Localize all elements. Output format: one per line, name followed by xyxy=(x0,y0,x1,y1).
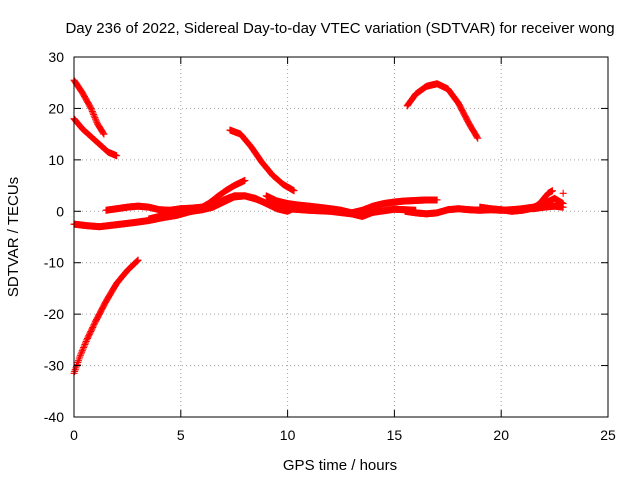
data-point xyxy=(133,257,141,265)
y-tick-label: -30 xyxy=(44,358,64,374)
plot-frame xyxy=(73,56,609,418)
data-point xyxy=(80,342,88,350)
series-stray xyxy=(559,189,567,197)
y-tick-label: 20 xyxy=(48,100,64,116)
series-arc-c xyxy=(70,256,142,377)
x-tick-label: 25 xyxy=(600,427,616,443)
data-point xyxy=(92,117,100,125)
data-point xyxy=(78,348,86,356)
data-point xyxy=(99,129,107,137)
series-arc-e xyxy=(403,80,482,142)
data-point xyxy=(82,337,90,345)
data-point xyxy=(88,106,96,114)
data-point xyxy=(76,351,84,359)
data-point xyxy=(79,345,87,353)
x-axis-label: GPS time / hours xyxy=(283,457,397,474)
y-axis-label: SDTVAR / TECUs xyxy=(5,177,22,297)
data-point xyxy=(473,133,481,141)
y-tick-label: -40 xyxy=(44,409,64,425)
data-point xyxy=(88,108,96,116)
series-base-d xyxy=(262,192,441,217)
data-point xyxy=(91,114,99,122)
data-point xyxy=(474,134,482,142)
data-layer xyxy=(70,76,567,377)
x-tick-label: 15 xyxy=(387,427,403,443)
data-point xyxy=(100,130,108,138)
data-point xyxy=(134,256,142,264)
x-tick-label: 5 xyxy=(177,427,185,443)
ticks: 0 5 10 15 20 25 -40 -30 -20 -10 0 10 20 30 xyxy=(44,49,616,443)
y-tick-label: 10 xyxy=(48,152,64,168)
data-point xyxy=(77,350,85,358)
series-arc-a xyxy=(70,76,108,138)
data-point xyxy=(433,196,441,204)
y-tick-label: 0 xyxy=(56,203,64,219)
data-point xyxy=(90,111,98,119)
series-base-g xyxy=(529,202,567,213)
data-point xyxy=(241,176,249,184)
data-point xyxy=(290,187,298,195)
x-tick-label: 0 xyxy=(70,427,78,443)
data-point xyxy=(548,187,556,195)
data-point xyxy=(89,109,97,117)
data-point xyxy=(78,347,86,355)
x-tick-label: 20 xyxy=(493,427,509,443)
y-tick-label: -20 xyxy=(44,306,64,322)
y-tick-label: 30 xyxy=(48,49,64,65)
y-tick-label: -10 xyxy=(44,255,64,271)
data-point xyxy=(80,344,88,352)
data-point xyxy=(81,340,89,348)
data-point xyxy=(113,152,121,160)
data-point xyxy=(133,257,141,265)
series-arc-b xyxy=(70,115,121,160)
data-point xyxy=(87,104,95,112)
data-point xyxy=(90,112,98,120)
series-arc-d xyxy=(226,126,298,195)
data-point xyxy=(82,339,90,347)
chart-title: Day 236 of 2022, Sidereal Day-to-day VTE… xyxy=(65,20,614,37)
data-point xyxy=(559,203,567,211)
data-point xyxy=(559,189,567,197)
data-point xyxy=(92,115,100,123)
x-tick-label: 10 xyxy=(280,427,296,443)
grid xyxy=(74,57,608,417)
